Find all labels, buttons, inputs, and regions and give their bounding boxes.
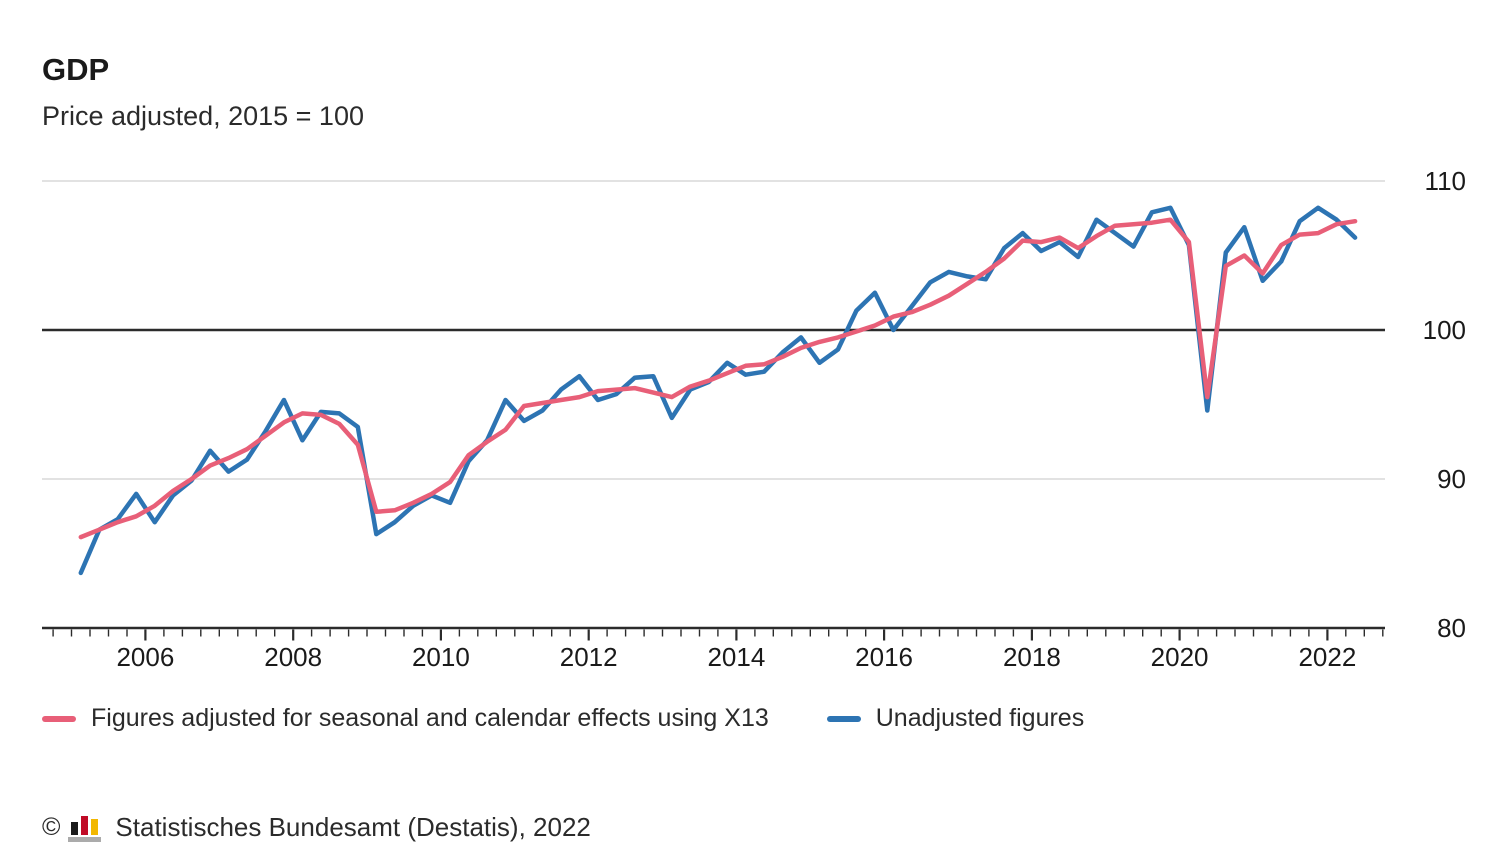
x-tick-label-2012: 2012 <box>560 642 618 672</box>
x-tick-label-2016: 2016 <box>855 642 913 672</box>
x-tick-label-2014: 2014 <box>707 642 765 672</box>
source-attribution: © Statistisches Bundesamt (Destatis), 20… <box>42 812 591 843</box>
x-tick-label-2022: 2022 <box>1298 642 1356 672</box>
gdp-line-chart: 2006 2008 2010 2012 2014 2016 2018 2020 2022 80 90… <box>42 166 1466 672</box>
adjusted-series-line <box>78 217 1358 540</box>
x-tick-label-2020: 2020 <box>1151 642 1209 672</box>
copyright-symbol: © <box>42 813 61 841</box>
logo-base-bar <box>68 836 102 842</box>
legend-label-adjusted: Figures adjusted for seasonal and calend… <box>91 704 769 732</box>
unadjusted-series-line <box>78 205 1358 576</box>
y-tick-label-110: 110 <box>1425 166 1466 196</box>
legend-item-adjusted: Figures adjusted for seasonal and calend… <box>42 704 769 733</box>
page-subtitle: Price adjusted, 2015 = 100 <box>42 101 364 131</box>
logo-bar-black <box>71 821 79 835</box>
unadjusted-series-swatch-icon <box>826 715 861 722</box>
y-tick-label-90: 90 <box>1437 464 1466 494</box>
destatis-bar-chart-icon <box>68 814 105 842</box>
source-text: Statistisches Bundesamt (Destatis), 2022 <box>115 812 591 842</box>
x-tick-label-2006: 2006 <box>116 642 174 672</box>
x-tick-label-2010: 2010 <box>412 642 470 672</box>
x-tick-label-2008: 2008 <box>264 642 322 672</box>
adjusted-series-swatch-icon <box>42 715 76 722</box>
chart-legend: Figures adjusted for seasonal and calend… <box>42 704 1084 733</box>
legend-label-unadjusted: Unadjusted figures <box>875 704 1085 732</box>
legend-item-unadjusted: Unadjusted figures <box>826 704 1085 733</box>
y-tick-label-80: 80 <box>1437 613 1466 643</box>
x-tick-label-2018: 2018 <box>1003 642 1061 672</box>
page-title: GDP <box>42 52 110 87</box>
logo-bar-gold <box>91 818 99 835</box>
y-tick-label-100: 100 <box>1423 315 1466 345</box>
logo-bar-red <box>81 815 89 835</box>
